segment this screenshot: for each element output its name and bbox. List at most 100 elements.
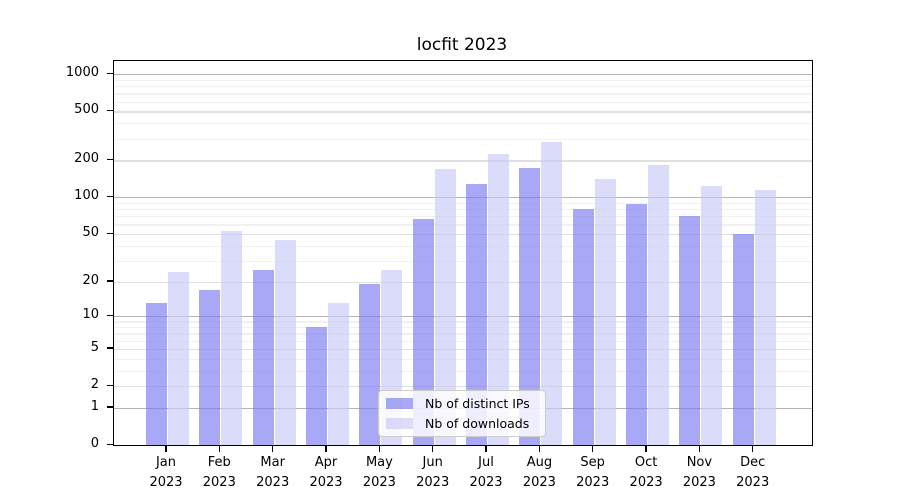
gridline-minor <box>114 202 812 205</box>
gridline <box>114 197 812 199</box>
bar-distinct-ips-dec <box>732 234 754 445</box>
gridline-minor <box>114 327 812 329</box>
x-tick-mark <box>698 445 701 452</box>
y-tick-mark <box>107 347 113 349</box>
y-tick-label: 1 <box>90 398 99 414</box>
x-tick-mark <box>431 445 434 452</box>
x-tick-label-oct: Oct 2023 <box>629 455 663 490</box>
bar-distinct-ips-mar <box>252 270 274 445</box>
y-tick-label: 0 <box>90 436 99 451</box>
x-tick-label-mar: Mar 2023 <box>256 455 290 490</box>
gridline-minor <box>114 123 812 125</box>
bar-distinct-ips-may <box>359 284 381 445</box>
y-tick-label: 2 <box>90 377 99 392</box>
bar-downloads-apr <box>328 303 349 445</box>
legend-row-distinct-ips: Nb of distinct IPs <box>386 396 537 411</box>
x-tick-mark <box>378 445 381 452</box>
x-tick-mark <box>271 445 274 452</box>
bar-distinct-ips-jan <box>146 303 167 445</box>
gridline <box>114 234 812 236</box>
x-tick-label-nov: Nov 2023 <box>682 455 716 490</box>
y-tick-label: 5 <box>90 339 99 355</box>
bar-downloads-jun <box>434 169 456 445</box>
bar-distinct-ips-aug <box>519 167 541 445</box>
y-tick-mark <box>107 109 113 112</box>
chart-title: locfit 2023 <box>416 35 508 55</box>
y-tick-mark <box>107 232 113 235</box>
gridline <box>114 111 812 113</box>
y-tick-mark <box>107 384 113 387</box>
gridline-minor <box>114 86 812 88</box>
gridline <box>114 281 812 283</box>
gridline-minor <box>114 101 812 103</box>
legend: Nb of distinct IPs Nb of downloads <box>378 390 546 437</box>
y-tick-mark <box>107 406 113 408</box>
gridline-minor <box>114 79 812 82</box>
bar-downloads-jul <box>488 154 509 445</box>
legend-swatch-downloads <box>386 418 413 429</box>
x-tick-mark <box>591 445 594 452</box>
gridline-minor <box>114 340 812 342</box>
bar-downloads-mar <box>274 239 296 445</box>
bar-distinct-ips-jul <box>466 184 487 445</box>
x-tick-mark <box>485 445 487 452</box>
x-tick-mark <box>165 445 167 452</box>
x-tick-mark <box>751 445 754 452</box>
bar-downloads-oct <box>648 164 670 445</box>
y-tick-mark <box>107 72 113 75</box>
x-tick-mark <box>538 445 541 452</box>
gridline-minor <box>114 216 812 218</box>
gridline-minor <box>114 209 812 211</box>
x-tick-label-sep: Sep 2023 <box>576 455 610 490</box>
y-tick-label: 200 <box>74 151 99 167</box>
bar-downloads-feb <box>221 230 243 445</box>
gridline-minor <box>114 260 812 262</box>
y-tick-label: 1000 <box>65 65 99 81</box>
gridline-minor <box>114 224 812 226</box>
y-tick-mark <box>107 280 113 282</box>
gridline-minor <box>114 93 812 95</box>
bar-downloads-aug <box>541 141 563 445</box>
y-tick-label: 10 <box>82 307 99 323</box>
y-tick-mark <box>107 443 113 446</box>
gridline <box>114 316 812 318</box>
x-tick-label-feb: Feb 2023 <box>202 455 236 490</box>
bar-distinct-ips-feb <box>199 289 221 445</box>
x-tick-label-jun: Jun 2023 <box>416 455 450 490</box>
y-tick-mark <box>107 195 113 198</box>
gridline <box>114 160 812 162</box>
y-tick-label: 50 <box>82 225 99 240</box>
legend-label-distinct-ips: Nb of distinct IPs <box>425 396 530 411</box>
gridline <box>114 348 812 350</box>
bar-distinct-ips-jun <box>412 218 434 445</box>
legend-row-downloads: Nb of downloads <box>386 416 537 431</box>
bar-distinct-ips-oct <box>626 204 648 445</box>
legend-label-downloads: Nb of downloads <box>425 416 530 431</box>
gridline-minor <box>114 333 812 335</box>
gridline-minor <box>114 370 812 372</box>
x-tick-label-jul: Jul 2023 <box>469 455 503 490</box>
bar-distinct-ips-nov <box>679 216 701 445</box>
y-tick-label: 20 <box>82 272 99 288</box>
gridline <box>114 386 812 388</box>
plot-area <box>113 60 813 446</box>
gridline-minor <box>114 138 812 140</box>
y-tick-mark <box>107 314 113 317</box>
x-tick-label-apr: Apr 2023 <box>309 455 343 490</box>
bar-distinct-ips-apr <box>306 327 327 445</box>
legend-swatch-distinct-ips <box>386 398 413 409</box>
bar-downloads-sep <box>594 179 616 445</box>
x-tick-label-jan: Jan 2023 <box>149 455 183 490</box>
x-tick-label-aug: Aug 2023 <box>522 455 556 490</box>
plot-inner <box>114 61 812 445</box>
bar-downloads-nov <box>701 185 723 445</box>
x-tick-mark <box>218 445 221 452</box>
x-tick-label-dec: Dec 2023 <box>736 455 770 490</box>
gridline <box>114 74 812 76</box>
gridline-minor <box>114 321 812 323</box>
x-tick-mark <box>325 445 327 452</box>
x-tick-mark <box>645 445 647 452</box>
y-tick-label: 100 <box>74 188 99 204</box>
bar-downloads-dec <box>754 189 776 445</box>
